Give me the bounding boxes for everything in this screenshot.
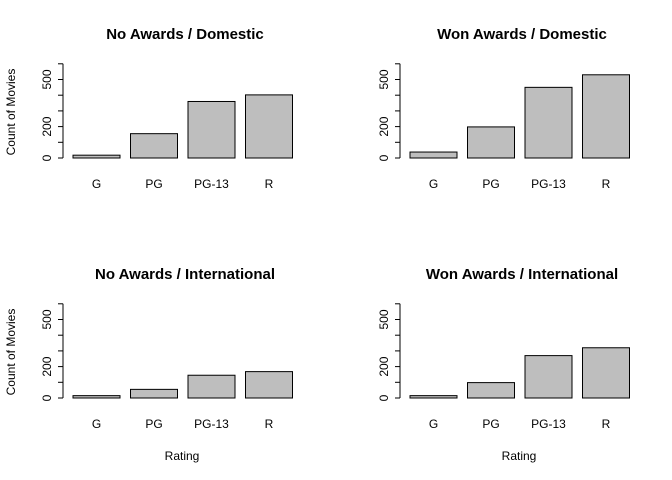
bar-pg-13 [187,374,236,399]
x-category-label: G [429,417,438,431]
panel-title: No Awards / Domestic [106,26,264,43]
x-category-label: PG-13 [531,417,566,431]
x-category-label: PG-13 [194,177,229,191]
bar-g [72,154,121,159]
bar-pg-13 [524,86,573,159]
y-tick-label: 0 [40,154,54,161]
bar-g [72,395,121,399]
x-category-label: PG [482,177,499,191]
x-category-label: PG-13 [194,417,229,431]
x-category-label: G [429,177,438,191]
y-tick-label: 200 [40,116,54,136]
x-category-label: G [92,417,101,431]
x-category-label: PG [482,417,499,431]
panel-title: Won Awards / Domestic [437,26,607,43]
bar-pg [467,126,515,159]
x-category-label: R [602,417,611,431]
bar-r [582,347,630,399]
y-tick-label: 0 [40,394,54,401]
bar-pg-13 [187,100,236,159]
y-axis-label: Count of Movies [4,69,18,156]
bar-r [582,74,630,159]
chart-panel: No Awards / Domestic 0 200 500 G PG PG-13 R Coun… [4,26,293,191]
x-category-label: R [602,177,611,191]
x-axis-label: Rating [165,449,200,463]
bar-g [409,151,458,159]
x-category-label: PG [145,417,162,431]
x-axis-label: Rating [502,449,537,463]
bar-r [245,94,293,159]
y-tick-label: 200 [377,116,391,136]
y-axis-label: Count of Movies [4,309,18,396]
y-tick-label: 500 [377,309,391,329]
x-category-label: R [265,417,274,431]
y-tick-label: 200 [40,356,54,376]
x-category-label: PG-13 [531,177,566,191]
x-category-label: R [265,177,274,191]
bar-g [409,395,458,399]
y-tick-label: 0 [377,394,391,401]
y-tick-label: 500 [40,309,54,329]
y-tick-label: 500 [40,69,54,89]
panel-title: No Awards / International [95,266,275,283]
chart-panel: No Awards / International 0 200 500 G PG PG-13… [4,266,293,463]
y-tick-label: 0 [377,154,391,161]
x-category-label: G [92,177,101,191]
bar-pg-13 [524,355,573,399]
bar-pg [130,388,178,399]
bar-pg [130,133,178,159]
y-tick-label: 500 [377,69,391,89]
y-tick-label: 200 [377,356,391,376]
chart-panel: Won Awards / International 0 200 500 G PG PG-1… [377,266,630,463]
panel-title: Won Awards / International [426,266,618,283]
chart-panel: Won Awards / Domestic 0 200 500 G PG PG-13 R [377,26,630,191]
bar-pg [467,382,515,399]
bar-r [245,371,293,399]
x-category-label: PG [145,177,162,191]
